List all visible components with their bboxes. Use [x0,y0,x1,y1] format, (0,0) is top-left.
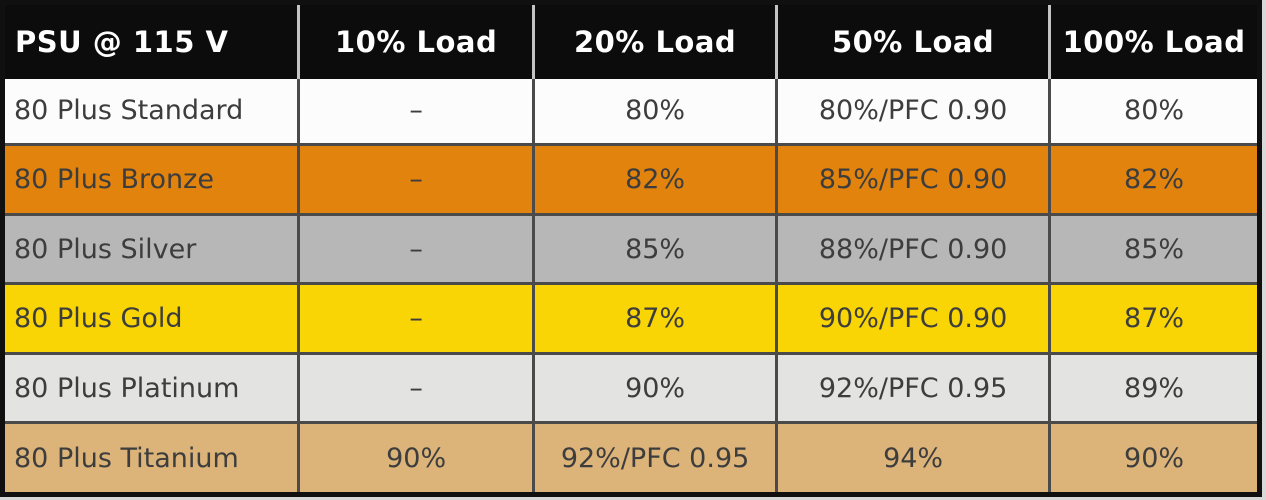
value-cell: 92%/PFC 0.95 [775,351,1052,425]
value-cell: 89% [1048,351,1260,425]
value-cell: 94% [775,421,1052,495]
value-cell: 87% [1048,282,1260,355]
header-cell-10-load: 10% Load [297,2,534,79]
cell-value: – [409,303,423,335]
table-row-platinum: 80 Plus Platinum – 90% 92%/PFC 0.95 89% [2,351,1260,425]
cell-value: 87% [1124,303,1185,335]
table-row-silver: 80 Plus Silver – 85% 88%/PFC 0.90 85% [2,212,1260,286]
cell-value: 80% [625,95,686,127]
table-row-standard: 80 Plus Standard – 80% 80%/PFC 0.90 80% [2,78,1260,147]
cell-value: 88%/PFC 0.90 [818,233,1008,265]
cell-value: – [409,95,423,127]
row-label-cell: 80 Plus Silver [2,212,301,286]
header-cell-psu: PSU @ 115 V [2,2,299,79]
header-cell-100-load: 100% Load [1048,2,1260,79]
header-row: PSU @ 115 V 10% Load 20% Load 50% Load 1… [2,2,1260,79]
row-label: 80 Plus Platinum [14,372,240,404]
value-cell: – [297,212,536,286]
value-cell: 87% [532,282,779,355]
cell-value: 85% [625,233,686,265]
cell-value: 90% [386,442,447,474]
value-cell: 90%/PFC 0.90 [775,282,1052,355]
cell-value: 89% [1124,372,1185,404]
cell-value: 87% [625,303,686,335]
value-cell: 82% [1048,143,1260,216]
value-cell: 90% [297,421,536,495]
value-cell: 85%/PFC 0.90 [775,143,1052,216]
table-row-titanium: 80 Plus Titanium 90% 92%/PFC 0.95 94% 90… [2,421,1260,495]
row-label-cell: 80 Plus Titanium [2,421,301,495]
header-label: 10% Load [335,24,498,59]
cell-value: 82% [625,164,686,196]
value-cell: 88%/PFC 0.90 [775,212,1052,286]
cell-value: 90% [625,372,686,404]
header-cell-20-load: 20% Load [532,2,777,79]
table-row-bronze: 80 Plus Bronze – 82% 85%/PFC 0.90 82% [2,143,1260,216]
value-cell: 92%/PFC 0.95 [532,421,779,495]
row-label: 80 Plus Silver [14,233,197,265]
cell-value: – [409,233,423,265]
cell-value: 82% [1124,164,1185,196]
value-cell: 85% [532,212,779,286]
header-label: 50% Load [831,24,995,59]
cell-value: 90%/PFC 0.90 [818,303,1008,335]
value-cell: 80% [532,78,779,147]
cell-value: – [409,372,423,404]
cell-value: – [409,164,423,196]
table-row-gold: 80 Plus Gold – 87% 90%/PFC 0.90 87% [2,282,1260,355]
cell-value: 85% [1124,233,1185,265]
cell-value: 80%/PFC 0.90 [818,95,1008,127]
cell-value: 92%/PFC 0.95 [560,442,750,474]
value-cell: – [297,282,536,355]
row-label-cell: 80 Plus Bronze [2,143,301,216]
cell-value: 92%/PFC 0.95 [818,372,1008,404]
row-label: 80 Plus Standard [14,95,244,127]
cell-value: 94% [883,442,944,474]
header-cell-50-load: 50% Load [775,2,1050,79]
value-cell: – [297,143,536,216]
value-cell: – [297,351,536,425]
row-label-cell: 80 Plus Gold [2,282,301,355]
cell-value: 85%/PFC 0.90 [818,164,1008,196]
header-label: 100% Load [1062,24,1246,59]
value-cell: 80% [1048,78,1260,147]
value-cell: 90% [1048,421,1260,495]
row-label: 80 Plus Bronze [14,164,214,196]
row-label: 80 Plus Titanium [14,442,239,474]
value-cell: 85% [1048,212,1260,286]
header-label: PSU @ 115 V [15,24,229,59]
value-cell: 80%/PFC 0.90 [775,78,1052,147]
header-label: 20% Load [573,24,737,59]
cell-value: 90% [1124,442,1185,474]
cell-value: 80% [1124,95,1185,127]
row-label: 80 Plus Gold [14,303,183,335]
value-cell: 82% [532,143,779,216]
row-label-cell: 80 Plus Standard [2,78,301,147]
row-label-cell: 80 Plus Platinum [2,351,301,425]
value-cell: 90% [532,351,779,425]
value-cell: – [297,78,536,147]
